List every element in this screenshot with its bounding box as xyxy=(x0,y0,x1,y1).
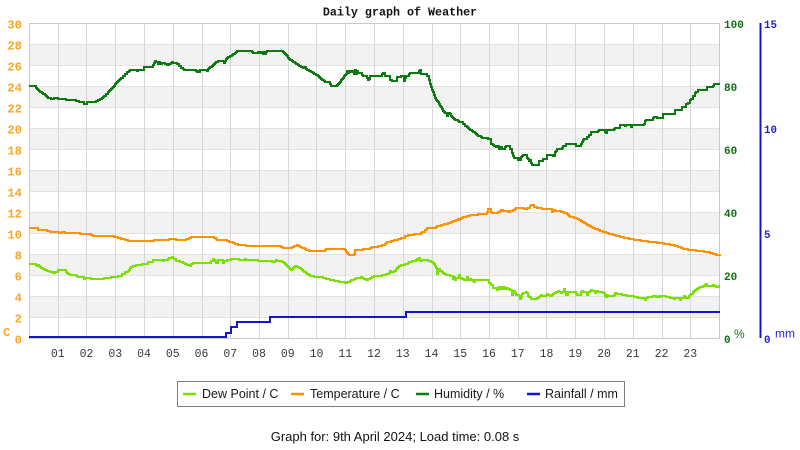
svg-text:16: 16 xyxy=(7,166,22,180)
svg-text:17: 17 xyxy=(511,348,525,361)
svg-text:13: 13 xyxy=(396,348,410,361)
svg-text:20: 20 xyxy=(7,124,22,138)
svg-text:60: 60 xyxy=(724,146,737,158)
svg-text:09: 09 xyxy=(281,348,295,361)
svg-text:Graph for: 9th April 2024; Loa: Graph for: 9th April 2024; Load time: 0.… xyxy=(271,429,520,444)
svg-text:04: 04 xyxy=(137,348,151,361)
svg-text:23: 23 xyxy=(683,348,697,361)
svg-text:12: 12 xyxy=(7,208,22,222)
svg-text:20: 20 xyxy=(597,348,611,361)
svg-text:18: 18 xyxy=(540,348,554,361)
svg-text:0: 0 xyxy=(15,334,22,348)
svg-text:24: 24 xyxy=(7,82,22,96)
svg-text:Humidity / %: Humidity / % xyxy=(434,387,504,401)
svg-text:15: 15 xyxy=(764,20,777,32)
svg-text:C: C xyxy=(3,326,10,340)
svg-text:5: 5 xyxy=(764,230,770,242)
svg-text:07: 07 xyxy=(223,348,237,361)
svg-text:6: 6 xyxy=(15,271,22,285)
svg-text:0: 0 xyxy=(764,335,770,347)
svg-text:Dew Point / C: Dew Point / C xyxy=(202,387,278,401)
svg-text:10: 10 xyxy=(764,125,777,137)
svg-text:15: 15 xyxy=(453,348,467,361)
svg-text:10: 10 xyxy=(7,229,22,243)
svg-text:22: 22 xyxy=(7,103,22,117)
svg-text:02: 02 xyxy=(80,348,94,361)
svg-text:100: 100 xyxy=(724,20,744,32)
svg-text:11: 11 xyxy=(338,348,352,361)
svg-text:Daily graph of Weather: Daily graph of Weather xyxy=(323,6,477,20)
svg-text:8: 8 xyxy=(15,250,22,264)
svg-text:40: 40 xyxy=(724,209,737,221)
svg-text:22: 22 xyxy=(655,348,669,361)
svg-text:16: 16 xyxy=(482,348,496,361)
svg-text:30: 30 xyxy=(7,19,22,33)
svg-text:08: 08 xyxy=(252,348,266,361)
svg-text:0: 0 xyxy=(724,335,731,347)
svg-text:05: 05 xyxy=(166,348,180,361)
svg-text:06: 06 xyxy=(195,348,209,361)
svg-text:26: 26 xyxy=(7,61,22,75)
svg-text:2: 2 xyxy=(15,313,22,327)
svg-text:12: 12 xyxy=(367,348,381,361)
svg-text:14: 14 xyxy=(425,348,439,361)
svg-text:18: 18 xyxy=(7,145,22,159)
svg-text:%: % xyxy=(734,327,745,341)
svg-text:Rainfall / mm: Rainfall / mm xyxy=(545,387,618,401)
svg-text:10: 10 xyxy=(310,348,324,361)
svg-text:14: 14 xyxy=(7,187,22,201)
svg-text:4: 4 xyxy=(15,292,22,306)
svg-text:03: 03 xyxy=(108,348,122,361)
svg-text:mm: mm xyxy=(775,327,795,341)
svg-text:21: 21 xyxy=(626,348,640,361)
svg-text:28: 28 xyxy=(7,40,22,54)
svg-text:80: 80 xyxy=(724,83,737,95)
svg-text:20: 20 xyxy=(724,272,737,284)
svg-text:19: 19 xyxy=(568,348,582,361)
svg-text:01: 01 xyxy=(51,348,65,361)
svg-text:Temperature / C: Temperature / C xyxy=(310,387,400,401)
